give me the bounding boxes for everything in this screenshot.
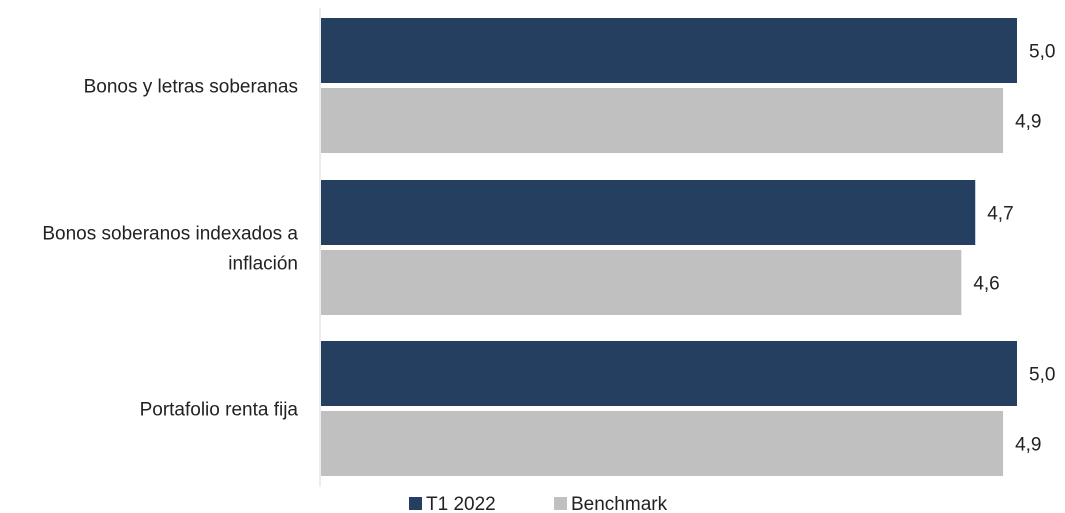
category-label: inflación	[228, 254, 298, 275]
legend-swatch	[554, 497, 567, 510]
bar-benchmark-1	[321, 250, 962, 315]
legend: T1 2022 Benchmark	[409, 494, 668, 513]
legend-label: T1 2022	[426, 494, 496, 513]
category-labels-group: Bonos y letras soberanas Bonos soberanos …	[42, 77, 298, 421]
legend-label: Benchmark	[571, 494, 668, 513]
data-label: 5,0	[1029, 365, 1055, 386]
data-label: 5,0	[1029, 42, 1055, 63]
bar-t1-2022-2	[321, 341, 1017, 406]
data-label: 4,7	[987, 204, 1013, 225]
bar-t1-2022-0	[321, 18, 1017, 83]
data-label: 4,9	[1015, 112, 1041, 133]
data-label: 4,9	[1015, 435, 1041, 456]
data-label: 4,6	[973, 274, 999, 295]
category-label: Portafolio renta fija	[140, 400, 299, 421]
bar-benchmark-2	[321, 411, 1004, 476]
data-labels-group: 5,0 4,9 4,7 4,6 5,0 4,9	[973, 42, 1055, 456]
category-label: Bonos soberanos indexados a	[42, 224, 298, 245]
bar-t1-2022-1	[321, 180, 976, 245]
legend-swatch	[409, 497, 422, 510]
bar-benchmark-0	[321, 88, 1004, 153]
category-label: Bonos y letras soberanas	[84, 77, 298, 98]
bars-group	[321, 18, 1017, 476]
